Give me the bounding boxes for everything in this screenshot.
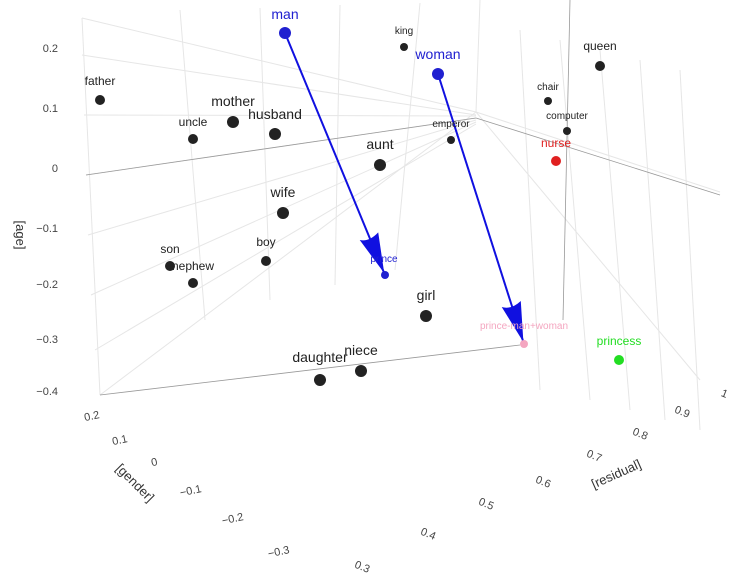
age-tick-label: 0.2: [43, 43, 58, 55]
label-mother: mother: [211, 93, 255, 109]
point-son[interactable]: [165, 261, 175, 271]
point-princess[interactable]: [614, 355, 624, 365]
point-aunt[interactable]: [374, 159, 386, 171]
gender-tick-label: −0.1: [179, 483, 203, 499]
point-king[interactable]: [400, 43, 408, 51]
label-uncle: uncle: [179, 115, 208, 129]
label-chair: chair: [537, 82, 559, 93]
point-queen[interactable]: [595, 61, 605, 71]
residual-tick-label: 0.8: [631, 426, 650, 443]
residual-tick-label: 0.7: [585, 448, 604, 465]
vector-woman-to-prince-man-woman-arrowhead: [501, 300, 524, 343]
point-boy[interactable]: [261, 256, 271, 266]
point-computer[interactable]: [563, 127, 571, 135]
gender-tick-label: −0.3: [267, 544, 291, 560]
label-man: man: [271, 6, 298, 22]
label-father: father: [85, 74, 116, 88]
point-nephew[interactable]: [188, 278, 198, 288]
gender-tick-label: 0.2: [83, 409, 100, 424]
point-mother[interactable]: [227, 116, 239, 128]
age-axis-ticks: 0.2 0.1 0 −0.1 −0.2 −0.3 −0.4: [36, 43, 58, 398]
word-points: [95, 27, 624, 386]
gender-tick-label: 0: [150, 456, 158, 469]
label-emperor: emperor: [432, 119, 470, 130]
label-computer: computer: [546, 111, 588, 122]
residual-tick-label: 0.6: [534, 474, 553, 491]
point-wife[interactable]: [277, 207, 289, 219]
residual-tick-label: 1: [719, 387, 729, 400]
point-niece[interactable]: [355, 365, 367, 377]
point-chair[interactable]: [544, 97, 552, 105]
point-nurse[interactable]: [551, 156, 561, 166]
label-husband: husband: [248, 106, 302, 122]
axis-lines: [85, 0, 721, 396]
label-prince: prince: [370, 254, 398, 265]
point-emperor[interactable]: [447, 136, 455, 144]
age-tick-label: −0.4: [36, 386, 58, 398]
point-girl[interactable]: [420, 310, 432, 322]
age-tick-label: 0.1: [43, 103, 58, 115]
point-man[interactable]: [279, 27, 291, 39]
point-husband[interactable]: [269, 128, 281, 140]
label-girl: girl: [417, 287, 436, 303]
label-niece: niece: [344, 342, 378, 358]
age-tick-label: 0: [52, 163, 58, 175]
label-daughter: daughter: [292, 349, 348, 365]
vector-woman-to-prince-man-woman: [437, 73, 525, 345]
point-woman[interactable]: [432, 68, 444, 80]
label-woman: woman: [414, 46, 460, 62]
label-wife: wife: [270, 184, 296, 200]
label-aunt: aunt: [366, 136, 393, 152]
label-nephew: nephew: [172, 259, 214, 273]
age-tick-label: −0.3: [36, 334, 58, 346]
residual-tick-label: 0.9: [673, 404, 692, 421]
age-tick-label: −0.2: [36, 279, 58, 291]
residual-axis-ticks: 0.3 0.4 0.5 0.6 0.7 0.8 0.9 1: [353, 387, 730, 575]
label-son: son: [160, 242, 179, 256]
label-queen: queen: [583, 39, 616, 53]
point-prince[interactable]: [381, 271, 389, 279]
label-princess: princess: [597, 334, 642, 348]
gender-axis-title: [gender]: [113, 461, 157, 505]
label-nurse: nurse: [541, 136, 571, 150]
label-boy: boy: [256, 235, 275, 249]
age-tick-label: −0.1: [36, 223, 58, 235]
vector-man-to-prince: [284, 32, 386, 276]
point-daughter[interactable]: [314, 374, 326, 386]
gender-axis-ticks: 0.2 0.1 0 −0.1 −0.2 −0.3: [83, 409, 290, 560]
point-uncle[interactable]: [188, 134, 198, 144]
residual-tick-label: 0.3: [353, 559, 372, 576]
gender-tick-label: 0.1: [111, 433, 128, 448]
residual-tick-label: 0.4: [419, 526, 438, 543]
label-king: king: [395, 26, 413, 37]
point-prince-man-woman[interactable]: [520, 340, 528, 348]
label-prince-man-woman: prince-man+woman: [480, 321, 568, 332]
point-father[interactable]: [95, 95, 105, 105]
age-axis-title: [age]: [13, 221, 28, 250]
residual-tick-label: 0.5: [477, 496, 496, 513]
vector-man-to-prince-arrowhead: [359, 232, 385, 274]
gender-tick-label: −0.2: [221, 511, 245, 527]
difference-vectors: [284, 32, 525, 345]
grid-lines: [81, 0, 721, 431]
